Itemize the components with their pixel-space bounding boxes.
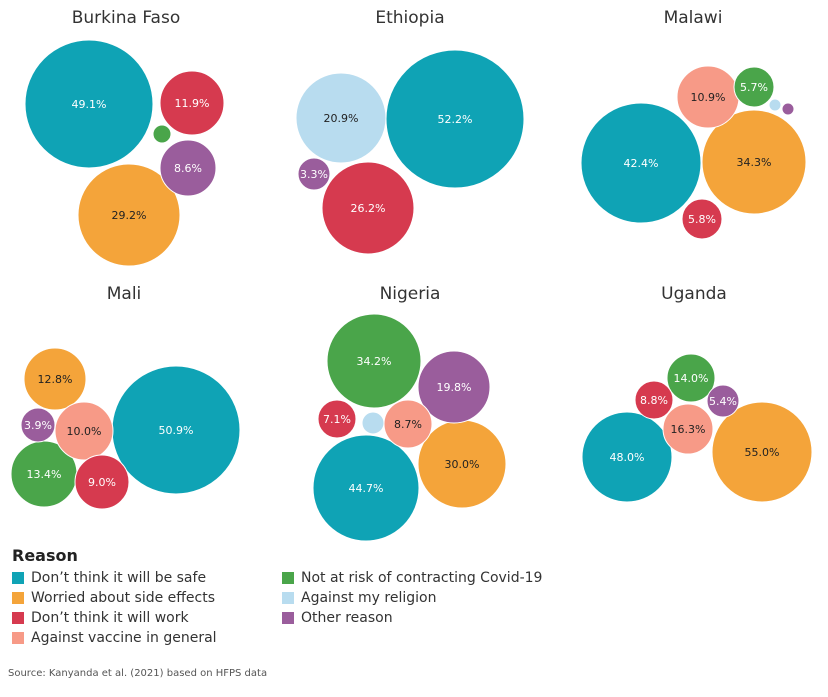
bubble-other [20,407,56,443]
panel-title: Malawi [664,8,723,28]
legend-label: Don’t think it will work [31,610,189,626]
legend-swatch [12,632,24,644]
bubble-label: 5.4% [709,395,737,408]
panel-malawi: Malawi 42.4% 34.3% 10.9% 5.7% 5.8% [580,8,807,240]
legend-items: Don’t think it will be safe Not at risk o… [12,568,812,648]
legend-label: Worried about side effects [31,590,216,606]
bubble-other [297,157,331,191]
bubble-label: 12.8% [38,373,73,386]
bubble-label: 14.0% [674,372,709,385]
bubble-risk [152,124,172,144]
legend-label: Other reason [301,610,393,626]
legend-swatch [282,572,294,584]
legend-label: Not at risk of contracting Covid-19 [301,570,543,586]
panel-title: Uganda [661,284,727,304]
bubble-risk [326,313,422,409]
legend-item-risk: Not at risk of contracting Covid-19 [282,568,562,588]
bubble-religion [295,72,387,164]
legend-swatch [12,592,24,604]
bubble-label: 8.6% [174,162,202,175]
bubble-other [159,139,217,197]
bubble-religion [361,411,385,435]
legend-label: Against vaccine in general [31,630,217,646]
bubble-label: 34.2% [357,355,392,368]
bubble-side [701,109,807,215]
bubble-label: 19.8% [437,381,472,394]
bubble-other [417,350,491,424]
bubble-work [74,454,130,510]
bubble-label: 49.1% [72,98,107,111]
bubble-label: 9.0% [88,476,116,489]
bubble-side [77,163,181,267]
legend-swatch [12,572,24,584]
panel-burkina-faso: Burkina Faso 49.1% 29.2% 11.9% 8.6% [24,8,225,267]
bubble-risk [733,66,775,108]
legend-item-other: Other reason [282,608,562,628]
legend-label: Don’t think it will be safe [31,570,207,586]
bubble-label: 42.4% [624,157,659,170]
bubble-label: 10.9% [691,91,726,104]
bubble-label: 8.7% [394,418,422,431]
legend-label: Against my religion [301,590,437,606]
bubble-label: 13.4% [27,468,62,481]
bubble-label: 8.8% [640,394,668,407]
bubble-label: 11.9% [175,97,210,110]
bubble-label: 3.3% [300,168,328,181]
bubble-label: 20.9% [324,112,359,125]
source-note: Source: Kanyanda et al. (2021) based on … [8,668,268,679]
panel-title: Nigeria [380,284,441,304]
legend-swatch [282,592,294,604]
bubble-label: 30.0% [445,458,480,471]
bubble-other [706,384,740,418]
bubble-label: 55.0% [745,446,780,459]
legend: Reason Don’t think it will be safe Not at… [12,546,812,648]
bubble-safe [581,411,673,503]
panel-nigeria: Nigeria 44.7% 34.2% 30.0% 19.8% 8.7% 7.1% [312,284,507,542]
panel-mali: Mali 50.9% 13.4% 12.8% 10.0% 9.0% 3.9% [10,284,241,510]
legend-item-general: Against vaccine in general [12,628,282,648]
bubble-label: 52.2% [438,113,473,126]
legend-item-side: Worried about side effects [12,588,282,608]
bubble-label: 3.9% [24,419,52,432]
panel-uganda: Uganda 55.0% 48.0% 16.3% 14.0% 8.8% 5.4% [581,284,813,503]
bubble-general [662,403,714,455]
panel-title: Mali [107,284,142,304]
bubble-side [23,347,87,411]
bubble-religion [768,98,782,112]
legend-swatch [282,612,294,624]
bubble-safe [24,39,154,169]
bubble-label: 34.3% [737,156,772,169]
bubble-label: 16.3% [671,423,706,436]
panel-ethiopia: Ethiopia 52.2% 26.2% 20.9% 3.3% [295,8,525,255]
bubble-general [54,401,114,461]
bubble-work [681,198,723,240]
bubble-label: 10.0% [67,425,102,438]
bubble-work [159,70,225,136]
bubble-label: 7.1% [323,413,351,426]
panel-title: Ethiopia [375,8,444,28]
bubble-safe [580,102,702,224]
bubble-label: 29.2% [112,209,147,222]
legend-item-religion: Against my religion [282,588,562,608]
bubble-safe [312,434,420,542]
bubble-label: 5.7% [740,81,768,94]
bubble-work [321,161,415,255]
legend-title: Reason [12,546,78,565]
legend-item-safe: Don’t think it will be safe [12,568,282,588]
bubble-work [317,399,357,439]
bubble-label: 48.0% [610,451,645,464]
legend-swatch [12,612,24,624]
bubble-label: 44.7% [349,482,384,495]
bubble-other [781,102,795,116]
bubble-work [634,380,674,420]
bubble-label: 26.2% [351,202,386,215]
panel-title: Burkina Faso [72,8,180,28]
bubble-risk [666,353,716,403]
bubble-label: 50.9% [159,424,194,437]
bubble-label: 5.8% [688,213,716,226]
bubble-side [711,401,813,503]
legend-item-work: Don’t think it will work [12,608,282,628]
